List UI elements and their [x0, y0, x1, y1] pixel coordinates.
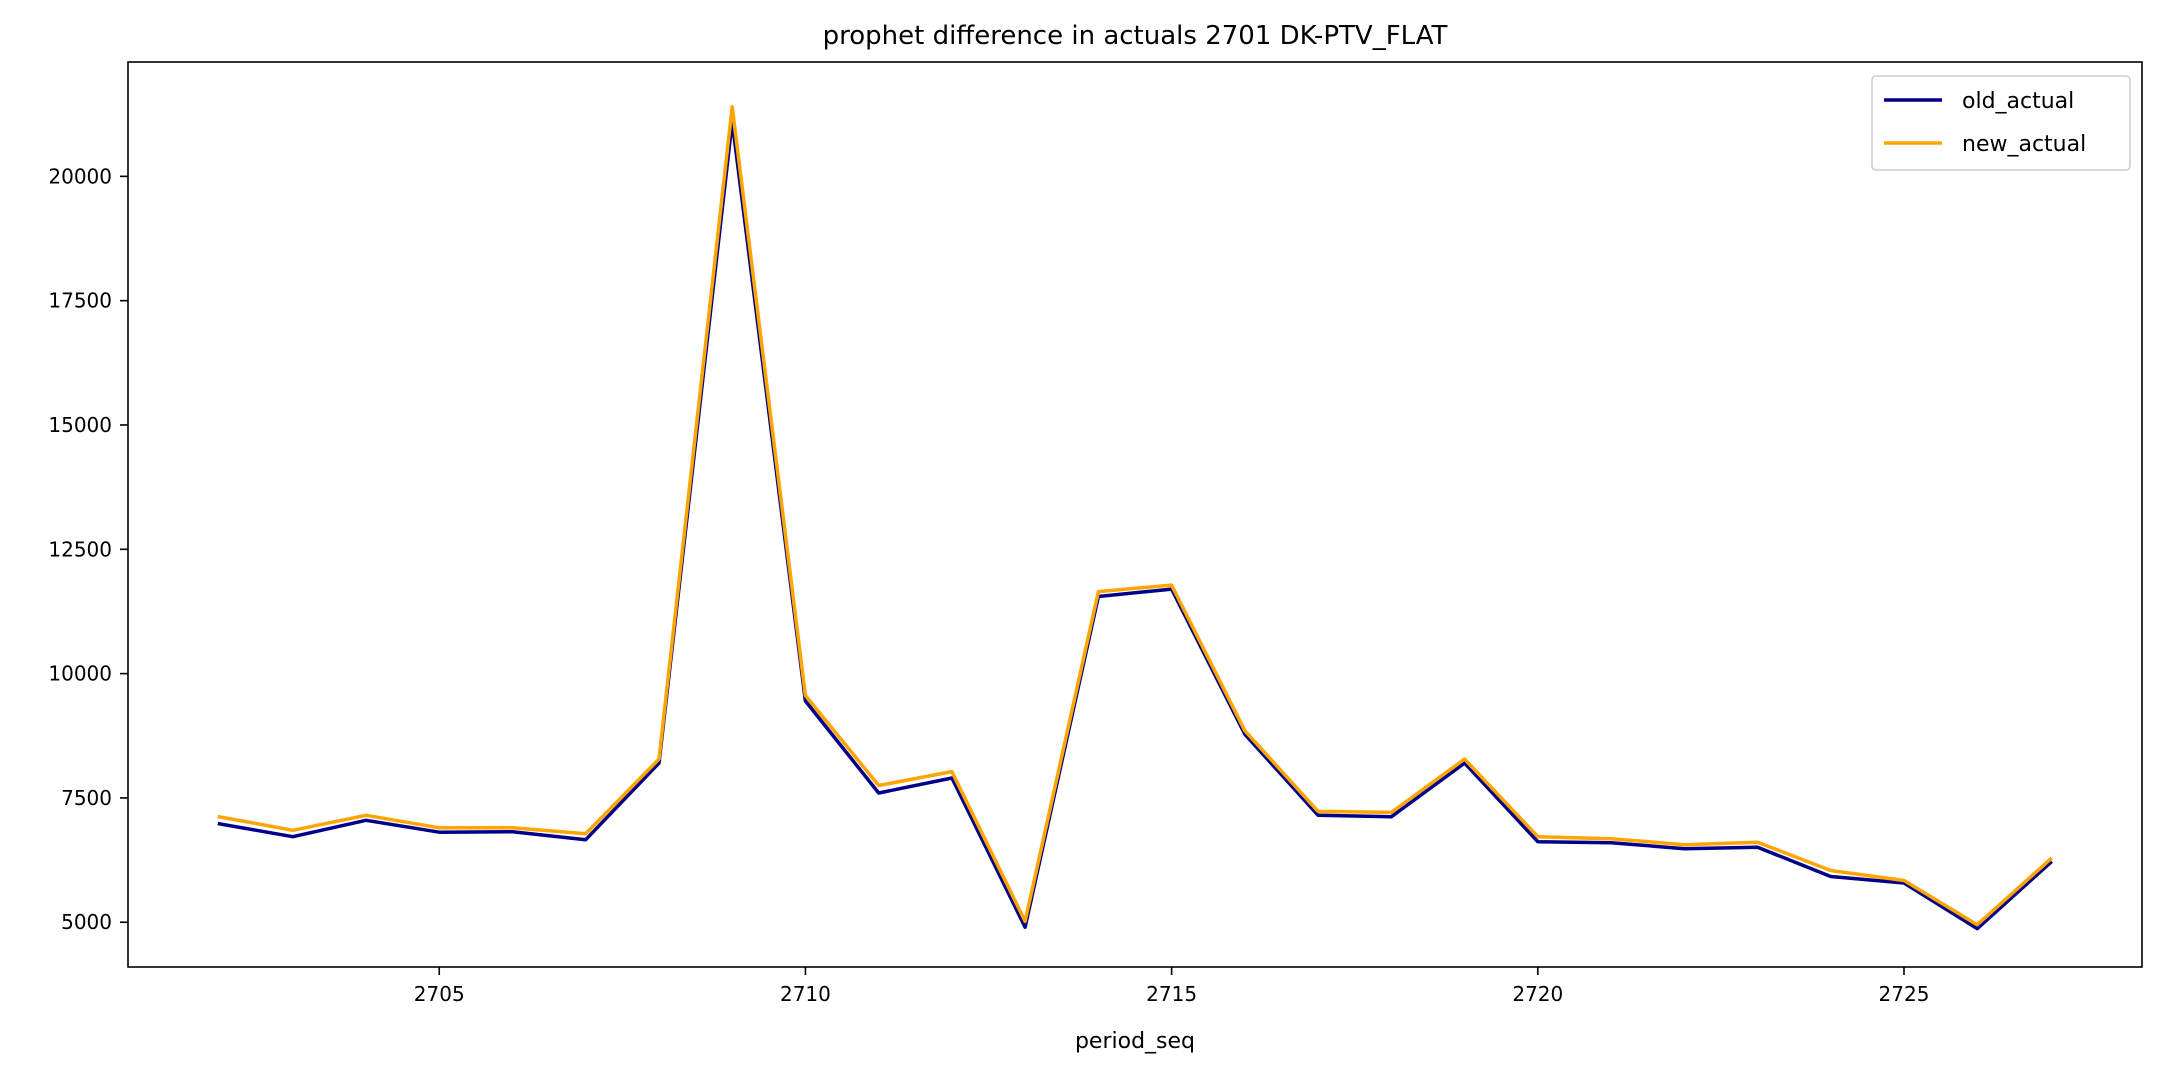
legend-label-old-actual: old_actual [1962, 89, 2074, 114]
series-line-new-actual [217, 105, 2053, 927]
plot-area-frame [127, 61, 2143, 968]
y-tick-label: 12500 [48, 537, 112, 561]
x-axis-label: period_seq [1075, 1029, 1195, 1054]
y-tick-label: 15000 [48, 413, 112, 437]
chart-title: prophet difference in actuals 2701 DK-PT… [823, 21, 1448, 51]
y-tick-label: 20000 [48, 164, 112, 188]
y-tick-label: 5000 [61, 910, 112, 934]
y-tick-label: 10000 [48, 662, 112, 686]
series-line-old-actual [217, 119, 2053, 931]
x-tick-label: 2705 [414, 982, 465, 1006]
x-tick-label: 2720 [1512, 982, 1563, 1006]
y-tick-label: 7500 [61, 786, 112, 810]
series-lines [217, 105, 2053, 931]
y-axis: 5000 7500 10000 12500 15000 17500 20000 [48, 164, 128, 934]
x-axis: 2705 2710 2715 2720 2725 [414, 967, 1930, 1006]
x-tick-label: 2710 [780, 982, 831, 1006]
y-tick-label: 17500 [48, 289, 112, 313]
legend: old_actual new_actual [1871, 75, 2131, 171]
x-tick-label: 2725 [1879, 982, 1930, 1006]
legend-label-new-actual: new_actual [1962, 132, 2086, 157]
x-tick-label: 2715 [1146, 982, 1197, 1006]
